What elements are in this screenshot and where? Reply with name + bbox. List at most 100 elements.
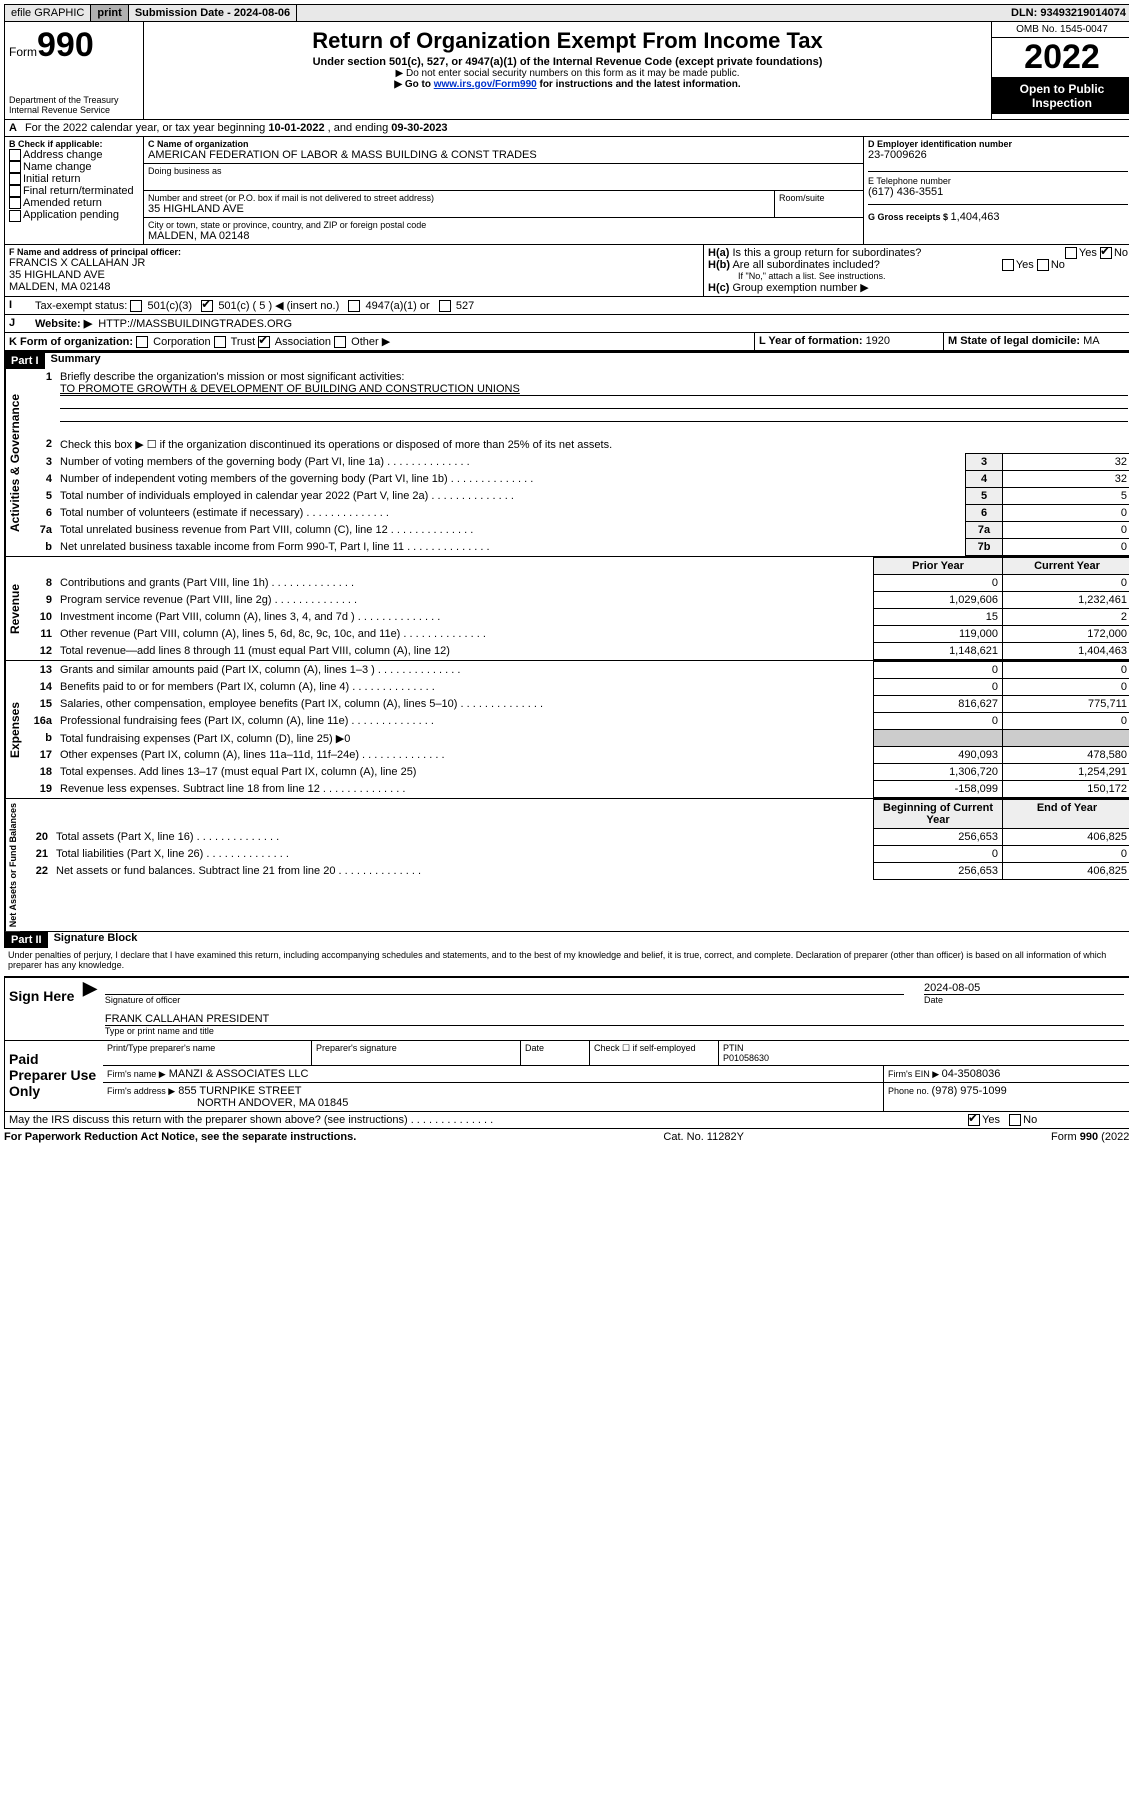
form-subtitle: Under section 501(c), 527, or 4947(a)(1)… (148, 56, 987, 68)
city: MALDEN, MA 02148 (148, 230, 859, 242)
k-assoc[interactable] (258, 336, 270, 348)
form-number: Form990 (9, 26, 139, 65)
ptin: P01058630 (723, 1053, 769, 1063)
officer-name: FRANCIS X CALLAHAN JR (9, 257, 699, 269)
state-domicile: M State of legal domicile: MA (944, 333, 1129, 350)
open-inspection: Open to Public Inspection (992, 78, 1129, 114)
sign-here-label: Sign Here (5, 978, 83, 1040)
mission: TO PROMOTE GROWTH & DEVELOPMENT OF BUILD… (60, 383, 520, 395)
f-label: F Name and address of principal officer: (9, 247, 699, 257)
chk-name[interactable]: Name change (9, 161, 139, 173)
pra-notice: For Paperwork Reduction Act Notice, see … (4, 1131, 356, 1143)
phone: (617) 436-3551 (868, 186, 1128, 198)
gov-row-5: 5Total number of individuals employed in… (24, 488, 1129, 505)
form-header: Form990 Department of the Treasury Inter… (4, 22, 1129, 120)
rev-section: Revenue Prior YearCurrent Year 8Contribu… (4, 557, 1129, 661)
chk-amended[interactable]: Amended return (9, 197, 139, 209)
c-name-label: C Name of organization (148, 139, 859, 149)
firm-addr2: NORTH ANDOVER, MA 01845 (107, 1097, 348, 1109)
prep-sig-label: Preparer's signature (312, 1041, 521, 1065)
gov-row-7a: 7aTotal unrelated business revenue from … (24, 522, 1129, 539)
submission-date: Submission Date - 2024-08-06 (129, 5, 297, 21)
hb-yes[interactable] (1002, 259, 1014, 271)
org-name: AMERICAN FEDERATION OF LABOR & MASS BUIL… (148, 149, 859, 161)
b-label: B Check if applicable: (9, 139, 139, 149)
k-corp[interactable] (136, 336, 148, 348)
col-prior: Prior Year (874, 558, 1003, 575)
gov-row-6: 6Total number of volunteers (estimate if… (24, 505, 1129, 522)
page-footer: For Paperwork Reduction Act Notice, see … (4, 1129, 1129, 1143)
k-trust[interactable] (214, 336, 226, 348)
gross-receipts: 1,404,463 (951, 211, 1000, 223)
line-klm: K Form of organization: Corporation Trus… (4, 333, 1129, 351)
street-label: Number and street (or P.O. box if mail i… (148, 193, 770, 203)
exp-row-16a: 16aProfessional fundraising fees (Part I… (24, 713, 1129, 730)
exp-row-17: 17Other expenses (Part IX, column (A), l… (24, 747, 1129, 764)
sig-officer-label: Signature of officer (105, 995, 904, 1005)
firm-name: MANZI & ASSOCIATES LLC (169, 1068, 309, 1080)
chk-initial[interactable]: Initial return (9, 173, 139, 185)
exp-row-19: 19Revenue less expenses. Subtract line 1… (24, 781, 1129, 798)
cat-no: Cat. No. 11282Y (663, 1131, 744, 1143)
rev-row-11: 11Other revenue (Part VIII, column (A), … (24, 626, 1129, 643)
sign-date: 2024-08-05 (924, 982, 1124, 995)
ssn-note: ▶ Do not enter social security numbers o… (148, 68, 987, 79)
chk-final[interactable]: Final return/terminated (9, 185, 139, 197)
exp-vlabel: Expenses (5, 661, 24, 798)
form990-link[interactable]: www.irs.gov/Form990 (434, 79, 537, 90)
ein: 23-7009626 (868, 149, 1128, 161)
ha-no[interactable] (1100, 247, 1112, 259)
ha-yes[interactable] (1065, 247, 1077, 259)
chk-pending[interactable]: Application pending (9, 209, 139, 221)
col-curr: Current Year (1003, 558, 1129, 575)
entity-block: B Check if applicable: Address change Na… (4, 137, 1129, 245)
firm-addr1: 855 TURNPIKE STREET (178, 1085, 301, 1097)
rev-row-12: 12Total revenue—add lines 8 through 11 (… (24, 643, 1129, 660)
self-emp[interactable]: Check ☐ if self-employed (590, 1041, 719, 1065)
street: 35 HIGHLAND AVE (148, 203, 770, 215)
omb-number: OMB No. 1545-0047 (992, 22, 1129, 38)
print-button[interactable]: print (91, 5, 128, 21)
rev-row-9: 9Program service revenue (Part VIII, lin… (24, 592, 1129, 609)
rev-vlabel: Revenue (5, 557, 24, 660)
i-527[interactable] (439, 300, 451, 312)
exp-row-18: 18Total expenses. Add lines 13–17 (must … (24, 764, 1129, 781)
gov-vlabel: Activities & Governance (5, 369, 24, 556)
col-end: End of Year (1003, 800, 1129, 829)
gov-section: Activities & Governance 1 Briefly descri… (4, 369, 1129, 557)
k-other[interactable] (334, 336, 346, 348)
i-501c3[interactable] (130, 300, 142, 312)
chk-address[interactable]: Address change (9, 149, 139, 161)
arrow-icon: ▶ (83, 978, 97, 1040)
discuss-yes[interactable] (968, 1114, 980, 1126)
hb-no[interactable] (1037, 259, 1049, 271)
form-title: Return of Organization Exempt From Incom… (148, 28, 987, 54)
tax-year: 2022 (992, 38, 1129, 78)
firm-ein: 04-3508036 (942, 1068, 1001, 1080)
exp-row-16b: bTotal fundraising expenses (Part IX, co… (24, 730, 1129, 747)
preparer-block: Paid Preparer Use Only Print/Type prepar… (4, 1041, 1129, 1112)
irs-label: Internal Revenue Service (9, 105, 139, 115)
part1-header: Part I Summary (4, 351, 1129, 369)
efile-label: efile GRAPHIC (5, 5, 91, 21)
g-label: G Gross receipts $ (868, 212, 951, 222)
d-label: D Employer identification number (868, 139, 1128, 149)
i-501c[interactable] (201, 300, 213, 312)
i-4947[interactable] (348, 300, 360, 312)
gov-row-7b: bNet unrelated business taxable income f… (24, 539, 1129, 556)
discuss-row: May the IRS discuss this return with the… (4, 1112, 1129, 1129)
dept-label: Department of the Treasury (9, 95, 139, 105)
net-row-22: 22Net assets or fund balances. Subtract … (20, 863, 1129, 880)
discuss-no[interactable] (1009, 1114, 1021, 1126)
net-row-20: 20Total assets (Part X, line 16)256,6534… (20, 829, 1129, 846)
h-b-note: If "No," attach a list. See instructions… (708, 271, 1128, 281)
jurat: Under penalties of perjury, I declare th… (4, 948, 1129, 972)
net-row-21: 21Total liabilities (Part X, line 26)00 (20, 846, 1129, 863)
rev-row-10: 10Investment income (Part VIII, column (… (24, 609, 1129, 626)
h-c: H(c) Group exemption number ▶ (708, 281, 1128, 294)
part2-header: Part II Signature Block (4, 932, 1129, 948)
exp-row-14: 14Benefits paid to or for members (Part … (24, 679, 1129, 696)
prep-name-label: Print/Type preparer's name (103, 1041, 312, 1065)
exp-row-13: 13Grants and similar amounts paid (Part … (24, 662, 1129, 679)
gov-row-4: 4Number of independent voting members of… (24, 471, 1129, 488)
